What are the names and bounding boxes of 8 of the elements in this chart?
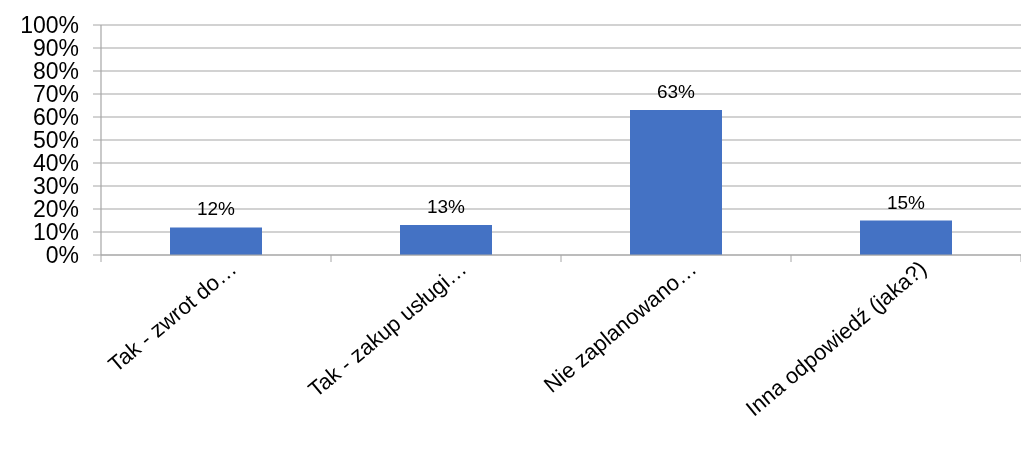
data-label: 63% bbox=[656, 81, 696, 103]
data-label: 13% bbox=[426, 196, 466, 218]
bar bbox=[860, 220, 952, 255]
data-label: 15% bbox=[886, 191, 926, 213]
bar bbox=[170, 227, 262, 255]
data-label: 12% bbox=[196, 198, 236, 220]
bar bbox=[630, 110, 722, 255]
bar bbox=[400, 225, 492, 255]
